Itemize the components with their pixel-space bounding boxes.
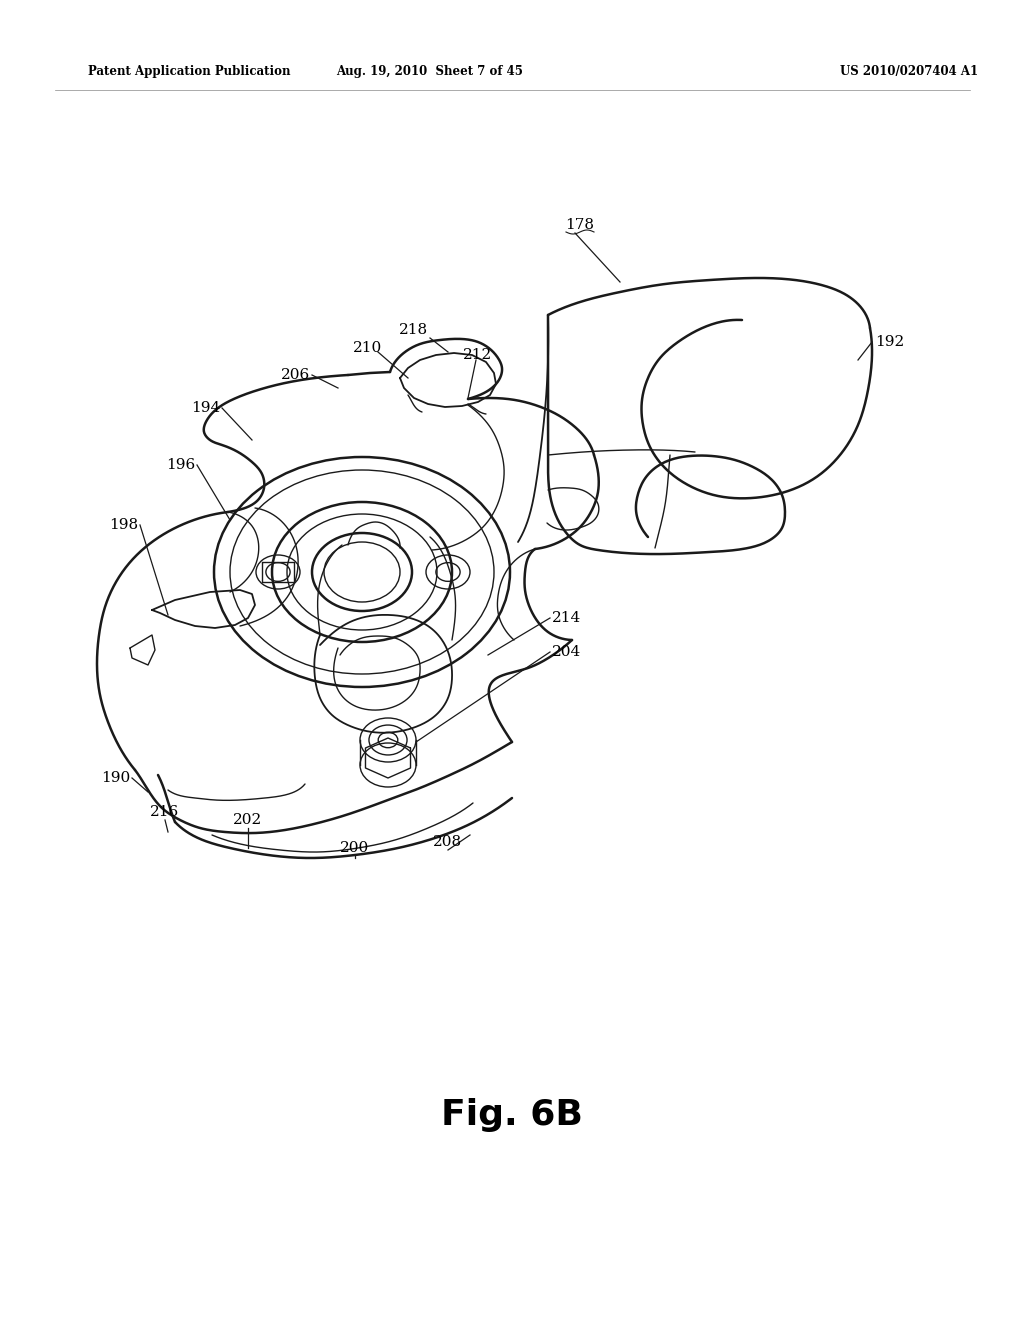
- Text: Aug. 19, 2010  Sheet 7 of 45: Aug. 19, 2010 Sheet 7 of 45: [337, 66, 523, 78]
- Text: 198: 198: [109, 517, 138, 532]
- Text: 204: 204: [552, 645, 582, 659]
- Text: Patent Application Publication: Patent Application Publication: [88, 66, 291, 78]
- Text: 200: 200: [340, 841, 370, 855]
- Text: 192: 192: [874, 335, 904, 348]
- Text: 206: 206: [281, 368, 310, 381]
- Text: Fig. 6B: Fig. 6B: [441, 1098, 583, 1133]
- Text: 218: 218: [398, 323, 428, 337]
- Text: 210: 210: [353, 341, 383, 355]
- Text: 214: 214: [552, 611, 582, 624]
- Text: 178: 178: [565, 218, 595, 232]
- Text: 212: 212: [464, 348, 493, 362]
- Text: 196: 196: [166, 458, 195, 473]
- Text: US 2010/0207404 A1: US 2010/0207404 A1: [840, 66, 978, 78]
- Text: 190: 190: [100, 771, 130, 785]
- Text: 208: 208: [433, 836, 463, 849]
- Text: 216: 216: [151, 805, 179, 818]
- Text: 194: 194: [190, 401, 220, 414]
- Text: 202: 202: [233, 813, 262, 828]
